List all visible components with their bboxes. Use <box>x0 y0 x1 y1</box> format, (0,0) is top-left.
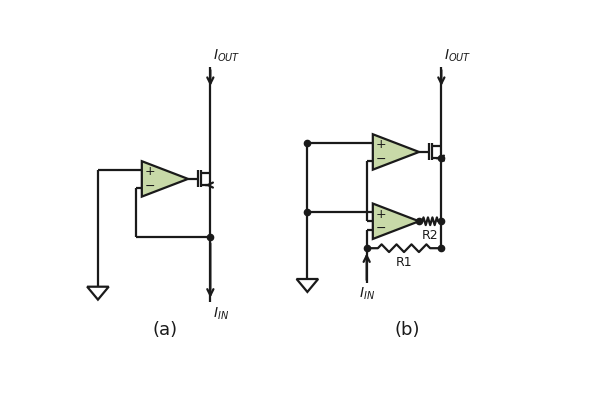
Text: +: + <box>145 165 156 178</box>
Polygon shape <box>373 134 419 170</box>
Text: I$_{IN}$: I$_{IN}$ <box>359 286 375 302</box>
Text: (b): (b) <box>395 321 420 339</box>
Text: R1: R1 <box>396 256 412 269</box>
Polygon shape <box>373 204 419 239</box>
Text: R2: R2 <box>422 229 438 242</box>
Text: (a): (a) <box>152 321 177 339</box>
Text: +: + <box>376 138 386 151</box>
Text: −: − <box>376 152 386 166</box>
Text: −: − <box>376 222 386 235</box>
Text: I$_{IN}$: I$_{IN}$ <box>213 305 229 322</box>
Text: −: − <box>145 180 156 192</box>
Polygon shape <box>142 161 188 197</box>
Text: +: + <box>376 208 386 221</box>
Text: I$_{OUT}$: I$_{OUT}$ <box>444 48 472 64</box>
Text: I$_{OUT}$: I$_{OUT}$ <box>213 48 241 64</box>
